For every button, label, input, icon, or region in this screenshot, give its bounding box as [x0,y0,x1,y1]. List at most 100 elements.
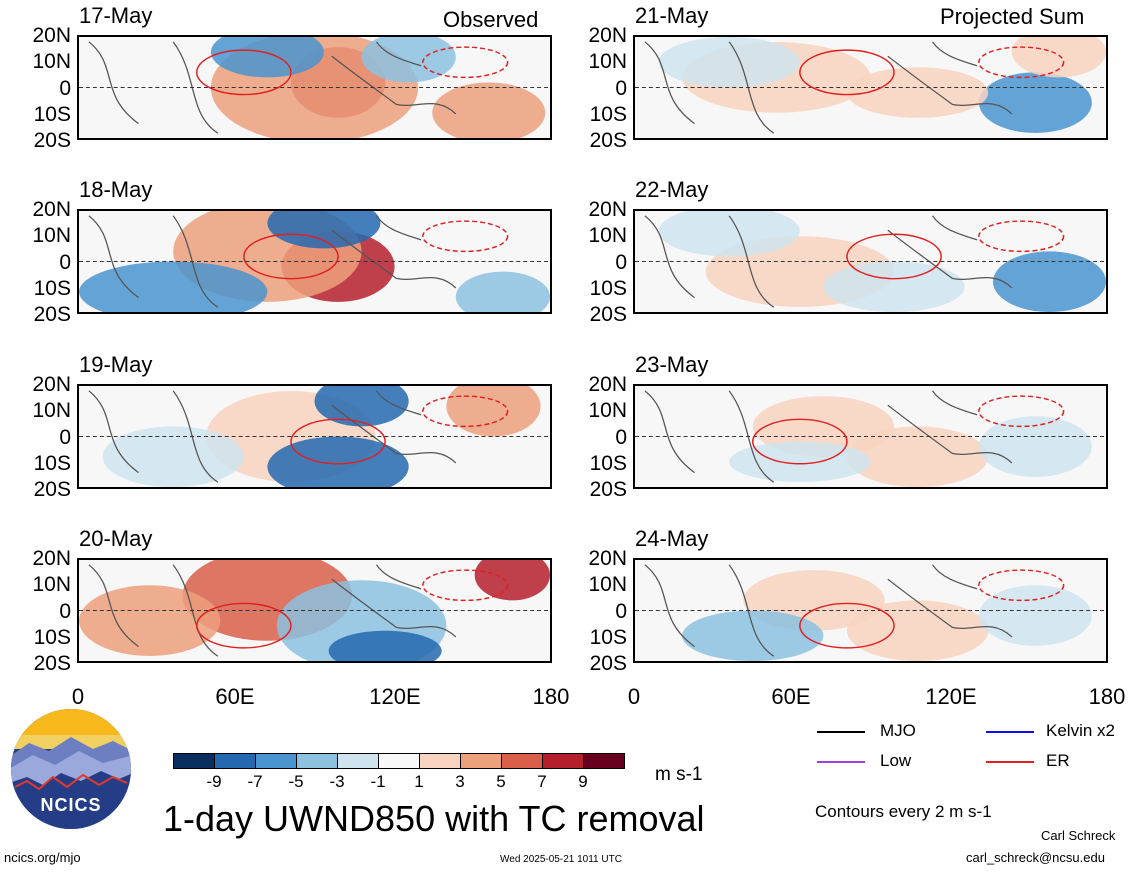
panel-date: 23-May [635,352,709,377]
colorbar-swatch [255,753,297,769]
x-tick-label: 180 [532,684,570,709]
map-panel [77,384,552,489]
anomaly-shading [846,600,989,661]
y-tick-label: 20S [33,303,71,326]
y-tick-label: 10S [589,276,627,300]
colorbar-label: 3 [455,772,465,791]
anomaly-shading [455,271,550,312]
map-panel [77,209,552,314]
legend-label-er: ER [1046,751,1070,770]
colorbar-swatch [296,753,338,769]
coastline [644,41,1013,134]
y-tick-label: 0 [59,76,71,100]
y-tick-label: 20S [589,303,627,326]
colorbar-label: -7 [247,772,263,791]
colorbar-label: 9 [578,772,588,791]
legend-label-kelvin: Kelvin x2 [1046,721,1115,740]
y-tick-label: 0 [59,250,71,274]
y-tick-label: 20N [588,24,627,47]
legend-label-mjo: MJO [880,721,916,740]
map-panel [77,558,552,663]
y-tick-label: 10N [32,399,71,423]
y-tick-label: 20N [32,373,71,396]
contour-note: Contours every 2 m s-1 [815,802,992,821]
x-tick-label: 60E [771,684,811,709]
anomaly-shading [846,67,989,118]
map-panel [633,384,1108,489]
logo-text: NCICS [40,795,101,815]
colorbar-label: 1 [414,772,424,791]
anomaly-shading [978,72,1092,133]
legend-line-low [817,761,865,763]
x-tick-label: 120E [925,684,977,709]
y-tick-label: 10S [589,451,627,475]
legend-label-low: Low [880,751,912,770]
anomaly-shading [658,37,800,88]
y-tick-label: 20S [589,129,627,152]
colorbar-swatch [542,753,584,769]
er-contour [846,233,942,280]
colorbar-swatch [337,753,379,769]
ncics-logo: NCICS [11,709,131,829]
x-tick-label: 0 [627,684,641,709]
er-contour-negative [978,395,1065,428]
map-panel [633,35,1108,140]
er-contour-negative [422,46,509,79]
y-tick-label: 20N [32,547,71,570]
colorbar-label: 5 [496,772,506,791]
colorbar-swatch [419,753,461,769]
y-tick-label: 20S [589,652,627,675]
y-tick-label: 10N [588,224,627,248]
y-tick-label: 20N [588,547,627,570]
colorbar-swatch [501,753,543,769]
anomaly-shading [446,386,541,437]
er-contour-negative [422,220,509,253]
panel-date: 18-May [79,177,153,202]
y-tick-label: 0 [615,425,627,449]
anomaly-shading [846,426,989,487]
y-tick-label: 10N [32,50,71,74]
y-tick-label: 20S [33,652,71,675]
y-tick-label: 10N [588,50,627,74]
y-tick-label: 20N [588,198,627,221]
coastline [88,41,457,134]
colorbar-label: -1 [370,772,386,791]
anomaly-shading [314,386,409,427]
anomaly-shading [210,37,324,78]
colorbar-label: -5 [288,772,304,791]
panel-date: 19-May [79,352,153,377]
y-tick-label: 0 [615,76,627,100]
panel-date: 21-May [635,3,709,28]
er-contour-negative [978,569,1065,602]
anomaly-shading [79,585,221,656]
y-tick-label: 20N [32,198,71,221]
anomaly-shading [658,211,800,257]
er-contour [196,49,292,96]
y-tick-label: 20S [589,478,627,501]
anomaly-shading [978,585,1092,646]
x-tick-label: 180 [1088,684,1126,709]
anomaly-shading [474,560,550,601]
footer-url: ncics.org/mjo [4,850,81,865]
colorbar-label: -9 [206,772,222,791]
chart-title: 1-day UWND850 with TC removal [163,798,705,839]
er-contour-negative [422,569,509,602]
er-contour [799,49,895,96]
legend-line-er [986,761,1034,763]
anomaly-shading [992,251,1106,312]
footer-timestamp: Wed 2025-05-21 1011 UTC [500,854,622,865]
er-contour-negative [978,220,1065,253]
er-contour [243,233,339,280]
observed-header: Observed [443,7,539,32]
colorbar-label: 7 [537,772,547,791]
x-tick-label: 0 [71,684,85,709]
y-tick-label: 10N [588,573,627,597]
anomaly-shading [978,416,1092,477]
y-tick-label: 10S [33,451,71,475]
y-tick-label: 10N [32,224,71,248]
y-tick-label: 10N [588,399,627,423]
er-contour-negative [422,395,509,428]
colorbar-swatch [378,753,420,769]
coastline [88,564,457,657]
coastline [644,564,1013,657]
